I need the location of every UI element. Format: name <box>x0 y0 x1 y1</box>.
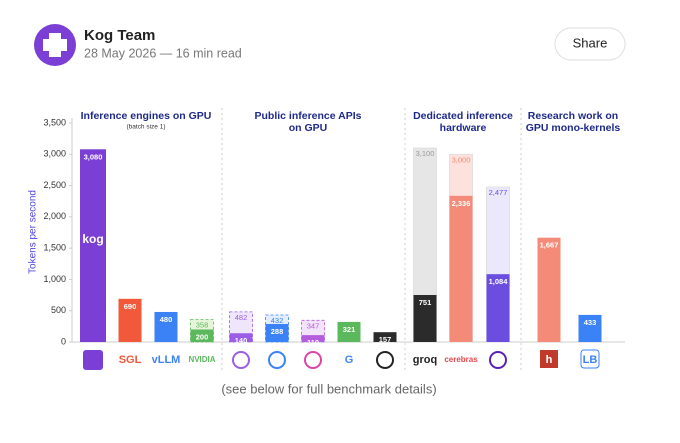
value-label: 433 <box>584 318 597 327</box>
bar <box>413 295 437 342</box>
peak-label: 3,000 <box>452 155 471 164</box>
category-icon <box>376 351 394 369</box>
value-label: 110 <box>307 338 319 347</box>
bar <box>301 335 325 342</box>
value-label: 751 <box>419 298 432 307</box>
group-title: on GPU <box>289 122 328 134</box>
category-logo: h <box>546 354 553 366</box>
logo-box <box>580 349 600 369</box>
value-label: 157 <box>379 335 392 344</box>
category-icon <box>268 351 286 369</box>
bar <box>190 329 214 342</box>
author[interactable]: Kog Team <box>84 27 155 44</box>
value-label: 140 <box>235 336 248 345</box>
group-title: Dedicated inference <box>413 110 513 122</box>
value-label: 321 <box>343 325 356 334</box>
group-title: GPU mono-kernels <box>526 122 621 134</box>
bar-annotation: kog <box>82 232 103 246</box>
bar <box>486 274 510 342</box>
category-logo: G <box>345 354 354 366</box>
logo-box <box>540 350 558 368</box>
value-label: 1,667 <box>540 241 559 250</box>
y-tick-label: 2,000 <box>43 211 66 221</box>
category-logo: LB <box>583 354 598 366</box>
y-tick-label: 0 <box>61 336 66 346</box>
peak-label: 3,100 <box>416 149 435 158</box>
category-logo: NVIDIA <box>188 355 215 364</box>
peak-label: 2,477 <box>489 188 508 197</box>
category-logo: groq <box>413 354 437 366</box>
category-logo: cerebras <box>444 355 478 364</box>
value-label: 288 <box>271 327 284 336</box>
group-title: Research work on <box>528 110 618 122</box>
category-icon <box>489 351 507 369</box>
bar <box>154 311 178 342</box>
peak-label: 358 <box>196 321 209 330</box>
category-icon <box>232 351 250 369</box>
bar <box>373 332 397 342</box>
avatar-logo <box>43 33 67 57</box>
y-tick-label: 500 <box>51 305 66 315</box>
value-label: 2,336 <box>452 199 471 208</box>
value-label: 1,084 <box>489 277 509 286</box>
bar <box>265 323 289 342</box>
group-title: Public inference APIs <box>255 110 362 122</box>
y-tick-label: 3,000 <box>43 149 66 159</box>
y-axis-label: Tokens per second <box>28 190 39 274</box>
peak-label: 347 <box>307 321 320 330</box>
bar <box>578 314 602 342</box>
group-title: hardware <box>440 122 487 134</box>
category-icon <box>83 350 103 370</box>
y-tick-label: 3,500 <box>43 117 66 127</box>
share-button[interactable] <box>554 27 626 61</box>
caption: (see below for full benchmark details) <box>221 381 436 396</box>
y-tick-label: 1,500 <box>43 243 66 253</box>
value-label: 480 <box>160 315 173 324</box>
bar <box>537 237 561 342</box>
group-separators <box>221 108 522 372</box>
value-label: 200 <box>196 332 209 341</box>
peak-label: 432 <box>271 316 284 325</box>
bar <box>449 195 473 342</box>
value-label: 3,080 <box>84 152 103 161</box>
y-tick-label: 2,500 <box>43 180 66 190</box>
category-logo: vLLM <box>152 354 181 366</box>
bar <box>337 321 361 342</box>
value-label: 690 <box>124 302 137 311</box>
category-logo: SGL <box>119 354 142 366</box>
share-label[interactable]: Share <box>573 35 608 50</box>
bar <box>229 333 253 342</box>
y-tick-label: 1,000 <box>43 274 66 284</box>
post-meta: 28 May 2026 — 16 min read <box>84 46 242 60</box>
peak-label: 482 <box>235 313 248 322</box>
bar <box>80 149 106 342</box>
group-title: Inference engines on GPU <box>81 110 212 122</box>
bar <box>118 298 142 342</box>
group-note: (batch size 1) <box>126 124 165 131</box>
category-icon <box>304 351 322 369</box>
